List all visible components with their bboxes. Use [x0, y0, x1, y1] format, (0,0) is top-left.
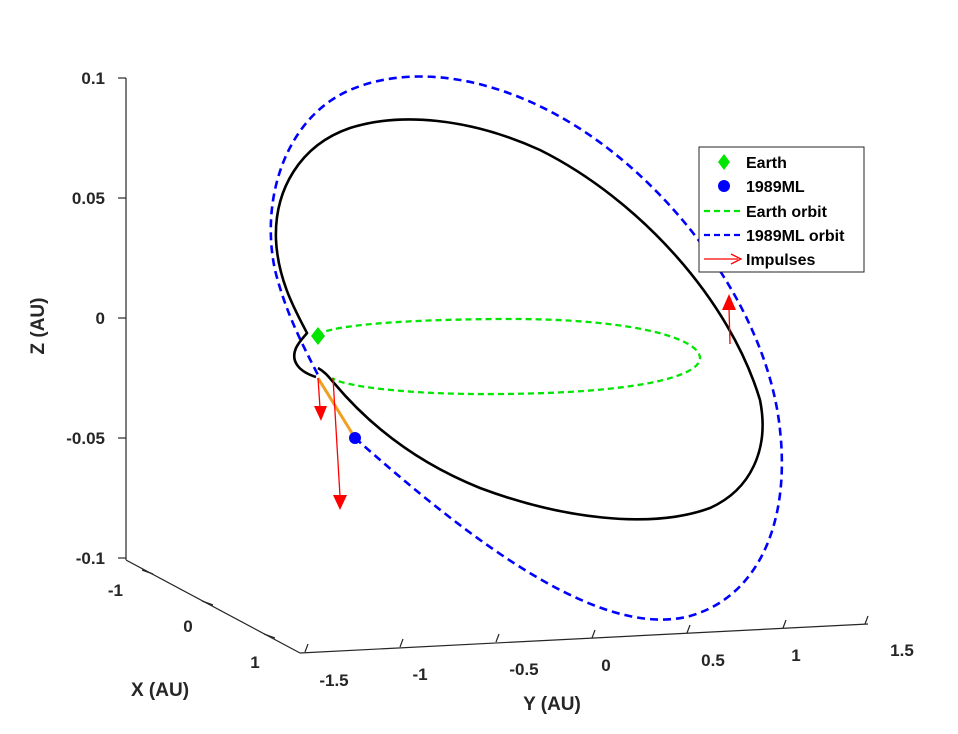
transfer-trajectory-line: [274, 118, 764, 521]
impulse-arrow-head: [722, 294, 736, 310]
x-tick-mark: [201, 600, 214, 606]
z-ticks: [118, 77, 126, 559]
legend-item-earth-orbit: Earth orbit: [704, 204, 828, 221]
x-tick-label: 1: [250, 653, 259, 672]
y-tick-mark: [399, 638, 404, 648]
x-tick-mark: [263, 633, 276, 639]
x-tick-mark: [141, 569, 154, 575]
impulse-arrows: [314, 294, 736, 510]
z-axis-title: Z (AU): [28, 298, 49, 355]
legend-label: Earth orbit: [746, 204, 828, 221]
legend-item-1989ml: 1989ML: [718, 179, 805, 196]
legend-item-impulses: Impulses: [704, 252, 815, 269]
y-axis-line: [299, 623, 869, 654]
z-tick-label: 0.1: [81, 69, 105, 88]
earth-orbit-line: [316, 317, 702, 396]
y-tick-mark: [591, 629, 596, 639]
y-tick-mark: [864, 615, 869, 625]
y-tick-mark: [304, 643, 309, 653]
x-tick-labels: -1 0 1: [108, 581, 260, 672]
legend-circle-icon: [718, 180, 730, 192]
x-tick-label: -1: [108, 581, 123, 600]
legend-label: 1989ML: [746, 179, 805, 196]
z-tick-label: 0.05: [72, 189, 105, 208]
y-ticks: [304, 615, 869, 653]
legend-item-earth: Earth: [718, 154, 787, 172]
y-tick-label: 1: [791, 646, 800, 665]
impulse-arrow-head: [333, 495, 347, 510]
asteroid-marker: [349, 432, 361, 444]
final-arc-line: [316, 377, 357, 439]
y-tick-mark: [782, 619, 787, 629]
y-tick-mark: [686, 624, 691, 634]
y-tick-label: -0.5: [509, 660, 538, 679]
y-tick-label: -1.5: [319, 671, 348, 690]
y-tick-label: 1.5: [890, 641, 914, 660]
legend-diamond-icon: [718, 154, 730, 170]
z-tick-labels: 0.1 0.05 0 -0.05 -0.1: [66, 69, 105, 568]
x-axis-title: X (AU): [131, 680, 189, 701]
legend-label: Impulses: [746, 252, 815, 269]
z-tick-label: -0.1: [76, 549, 105, 568]
z-tick-label: -0.05: [66, 429, 105, 448]
y-axis-title: Y (AU): [523, 694, 581, 715]
x-ticks: [141, 569, 276, 639]
x-axis-line: [125, 559, 301, 654]
impulse-arrow-shaft: [728, 307, 731, 345]
legend-label: Earth: [746, 155, 787, 172]
legend-item-1989ml-orbit: 1989ML orbit: [704, 228, 845, 245]
y-tick-labels: -1.5 -1 -0.5 0 0.5 1 1.5: [319, 641, 913, 690]
impulse-arrow-shaft: [332, 377, 341, 497]
y-tick-label: 0.5: [701, 651, 725, 670]
legend-label: 1989ML orbit: [746, 228, 845, 245]
y-tick-mark: [495, 633, 500, 643]
legend: Earth 1989ML Earth orbit 1989ML orbit Im…: [698, 146, 865, 273]
z-tick-label: 0: [96, 309, 105, 328]
legend-box: [698, 146, 865, 273]
earth-marker: [311, 327, 325, 345]
x-tick-label: 0: [183, 617, 192, 636]
y-tick-label: 0: [601, 656, 610, 675]
impulse-arrow-head: [314, 406, 327, 421]
legend-arrow-head-icon: [730, 253, 743, 265]
impulse-arrow-shaft: [317, 377, 321, 409]
axes-frame: [125, 78, 869, 654]
y-tick-label: -1: [412, 665, 427, 684]
